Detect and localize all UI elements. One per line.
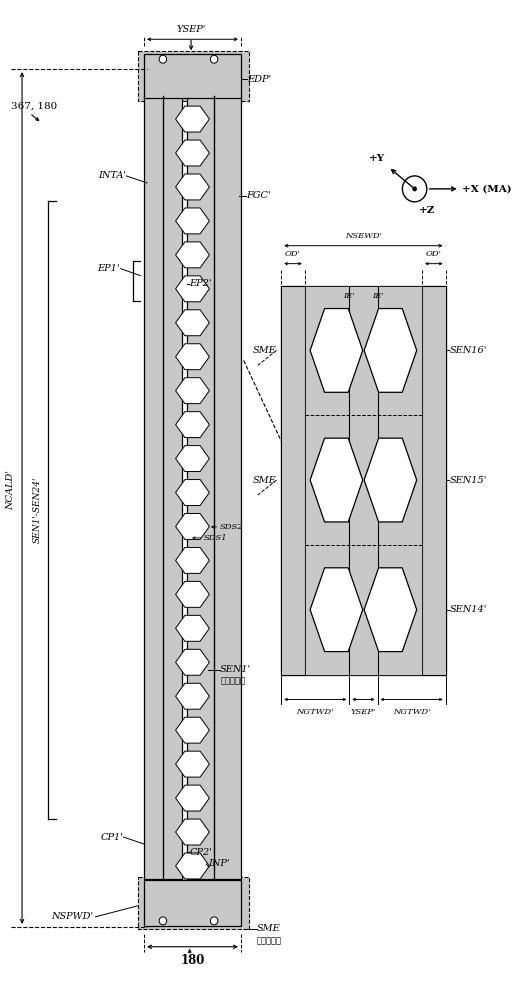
Polygon shape xyxy=(176,615,209,641)
Polygon shape xyxy=(176,310,209,336)
Polygon shape xyxy=(176,378,209,404)
Polygon shape xyxy=(176,242,209,268)
Text: NGTWD': NGTWD' xyxy=(297,708,334,716)
Text: EDP': EDP' xyxy=(248,75,271,84)
Text: EP2': EP2' xyxy=(189,279,212,288)
Bar xyxy=(422,286,446,675)
Text: IE': IE' xyxy=(343,292,355,300)
Polygon shape xyxy=(176,683,209,709)
Text: YSEP': YSEP' xyxy=(351,708,376,716)
Polygon shape xyxy=(310,438,363,522)
Bar xyxy=(139,877,249,929)
Polygon shape xyxy=(176,785,209,811)
Bar xyxy=(281,286,446,675)
Text: SEN1'-SEN24': SEN1'-SEN24' xyxy=(33,477,41,543)
Circle shape xyxy=(210,917,218,925)
Text: OD': OD' xyxy=(426,250,442,258)
Text: SEN16': SEN16' xyxy=(449,346,486,355)
Bar xyxy=(139,51,249,101)
Polygon shape xyxy=(176,649,209,675)
Polygon shape xyxy=(364,438,417,522)
Circle shape xyxy=(412,186,417,191)
Circle shape xyxy=(159,55,166,63)
Polygon shape xyxy=(176,514,209,539)
Polygon shape xyxy=(176,208,209,234)
Text: SME: SME xyxy=(253,476,277,485)
Text: NSPWD': NSPWD' xyxy=(51,912,93,921)
Polygon shape xyxy=(176,446,209,472)
Text: SDS1: SDS1 xyxy=(203,534,227,542)
Polygon shape xyxy=(176,174,209,200)
Circle shape xyxy=(210,55,218,63)
Text: INTA': INTA' xyxy=(98,171,126,180)
Polygon shape xyxy=(364,568,417,652)
Text: +Z: +Z xyxy=(419,206,436,215)
Circle shape xyxy=(159,917,166,925)
Circle shape xyxy=(402,176,427,202)
Text: YSEP': YSEP' xyxy=(176,25,206,34)
Polygon shape xyxy=(176,412,209,438)
Text: SEN14': SEN14' xyxy=(449,605,486,614)
Bar xyxy=(144,880,241,926)
Text: （代表的）: （代表的） xyxy=(257,938,282,946)
Polygon shape xyxy=(176,853,209,879)
Text: SEN15': SEN15' xyxy=(449,476,486,485)
Text: SME: SME xyxy=(257,924,281,933)
Text: SEN1': SEN1' xyxy=(220,665,251,674)
Polygon shape xyxy=(310,309,363,392)
Polygon shape xyxy=(176,140,209,166)
Text: CP2': CP2' xyxy=(189,848,212,857)
Polygon shape xyxy=(176,751,209,777)
Text: NCALD': NCALD' xyxy=(6,470,16,510)
Bar xyxy=(281,286,305,675)
Text: IE': IE' xyxy=(372,292,383,300)
Text: FGC': FGC' xyxy=(247,191,271,200)
Text: （代表的）: （代表的） xyxy=(220,677,245,685)
Polygon shape xyxy=(176,480,209,505)
Bar xyxy=(187,96,241,879)
Text: CP1': CP1' xyxy=(101,833,124,842)
Text: EP1': EP1' xyxy=(97,264,120,273)
Bar xyxy=(305,286,422,675)
Polygon shape xyxy=(176,819,209,845)
Text: NGTWD': NGTWD' xyxy=(393,708,430,716)
Polygon shape xyxy=(176,547,209,573)
Text: +Y: +Y xyxy=(369,154,385,163)
Polygon shape xyxy=(310,568,363,652)
Text: +X (MA): +X (MA) xyxy=(462,184,511,193)
Text: NSEWD': NSEWD' xyxy=(345,232,382,240)
Polygon shape xyxy=(176,276,209,302)
Polygon shape xyxy=(176,344,209,370)
Text: SME: SME xyxy=(253,346,277,355)
Polygon shape xyxy=(364,309,417,392)
Text: 180: 180 xyxy=(180,954,205,967)
Text: OD': OD' xyxy=(285,250,301,258)
Text: SDS2: SDS2 xyxy=(219,523,243,531)
Polygon shape xyxy=(176,581,209,607)
Bar xyxy=(144,54,241,98)
Text: INP': INP' xyxy=(208,859,230,868)
Bar xyxy=(144,96,181,879)
Polygon shape xyxy=(176,717,209,743)
Text: 367, 180: 367, 180 xyxy=(11,102,57,111)
Polygon shape xyxy=(176,106,209,132)
